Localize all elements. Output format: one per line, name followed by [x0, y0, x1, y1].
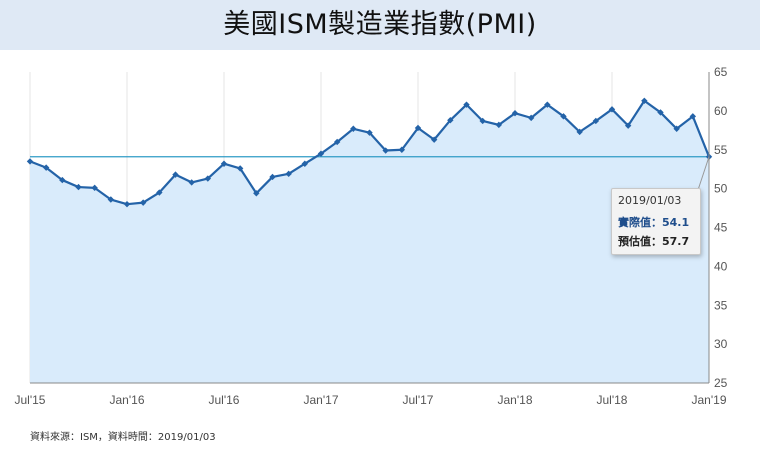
data-point [317, 150, 325, 157]
data-tooltip: 2019/01/03 實際值：54.1 預估值：57.7 [611, 188, 701, 255]
data-point [350, 125, 357, 132]
tooltip-forecast: 預估值：57.7 [618, 233, 689, 249]
x-tick-label: Jul'18 [597, 393, 628, 407]
data-point [220, 160, 228, 167]
data-point [624, 122, 632, 129]
data-point [430, 136, 438, 143]
data-point [269, 173, 276, 181]
y-tick-label: 35 [714, 298, 728, 312]
y-tick-label: 65 [714, 65, 728, 79]
x-tick-label: Jan'16 [110, 393, 145, 407]
data-point [26, 158, 34, 165]
tooltip-actual: 實際值：54.1 [618, 214, 689, 230]
x-tick-label: Jul'15 [15, 393, 46, 407]
data-point [398, 146, 406, 153]
data-point [495, 121, 503, 129]
x-tick-label: Jan'17 [304, 393, 339, 407]
tooltip-actual-label: 實際值： [618, 216, 662, 229]
data-point [560, 113, 567, 120]
data-point [689, 113, 697, 120]
area-fill [30, 100, 709, 384]
data-point [608, 106, 616, 113]
y-tick-label: 45 [714, 221, 728, 235]
data-point [463, 101, 470, 108]
y-tick-label: 30 [714, 337, 728, 351]
data-point [285, 170, 292, 178]
data-point [59, 176, 66, 184]
data-point [91, 184, 98, 192]
data-point [188, 179, 195, 186]
data-point [673, 125, 680, 132]
data-point [544, 101, 551, 108]
x-tick-label: Jul'17 [403, 393, 434, 407]
x-tick-label: Jan'18 [498, 393, 533, 407]
data-point [204, 175, 212, 182]
y-tick-label: 55 [714, 143, 728, 157]
data-point [107, 196, 115, 203]
data-point [366, 129, 373, 136]
data-point [172, 171, 179, 178]
data-point [592, 117, 600, 125]
tooltip-actual-value: 54.1 [662, 216, 690, 229]
tooltip-date: 2019/01/03 [618, 194, 682, 207]
data-point [641, 97, 648, 104]
tooltip-forecast-label: 預估值： [618, 235, 662, 248]
data-point [479, 117, 486, 125]
data-point [657, 109, 664, 116]
data-point [42, 164, 50, 171]
y-tick-label: 50 [714, 182, 728, 196]
data-point [382, 147, 389, 154]
data-point [139, 199, 147, 206]
title-bar [0, 0, 760, 50]
data-point [447, 117, 454, 124]
y-tick-label: 25 [714, 376, 728, 390]
data-point [301, 160, 309, 167]
chart-title: 美國ISM製造業指數(PMI) [223, 9, 537, 40]
tooltip-forecast-value: 57.7 [662, 235, 690, 248]
data-point [253, 190, 260, 197]
data-point [156, 189, 163, 196]
y-tick-label: 40 [714, 259, 728, 273]
data-point [236, 165, 244, 172]
y-tick-label: 60 [714, 104, 728, 118]
tooltip-pointer [697, 156, 710, 191]
source-note: 資料來源：ISM，資料時間：2019/01/03 [30, 432, 216, 443]
x-tick-label: Jul'16 [209, 393, 240, 407]
x-tick-label: Jan'19 [692, 393, 727, 407]
data-point [333, 138, 341, 146]
data-point [414, 124, 422, 132]
data-point [527, 114, 535, 122]
data-point [75, 183, 82, 191]
data-point [576, 128, 583, 136]
data-point [511, 110, 519, 117]
data-point [123, 200, 131, 208]
